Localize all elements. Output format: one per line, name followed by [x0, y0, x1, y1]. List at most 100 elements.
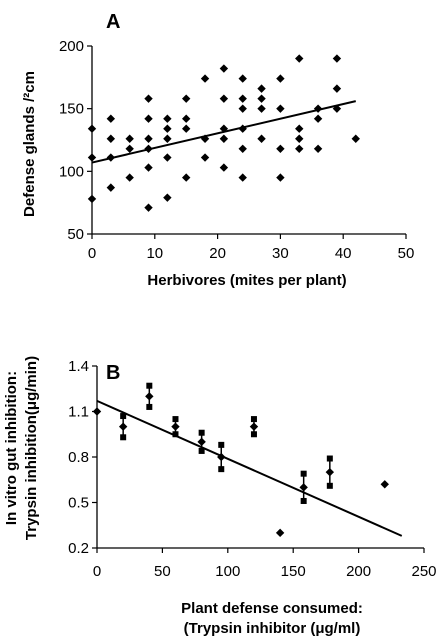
- error-bar-cap: [326, 455, 333, 462]
- error-bar-cap: [146, 403, 153, 410]
- y-tick-label: 100: [59, 163, 84, 180]
- panel-a-y-axis-label: Defense glands /²cm: [21, 71, 38, 217]
- data-point: [118, 422, 128, 431]
- x-tick-label: 150: [281, 563, 306, 580]
- error-bar-cap: [250, 431, 257, 438]
- y-tick-label: 150: [59, 101, 84, 118]
- data-point: [238, 94, 247, 103]
- y-tick-label: 50: [67, 226, 84, 243]
- panel-a-axes: [87, 45, 407, 239]
- data-point: [238, 104, 247, 113]
- error-bar-cap: [120, 413, 127, 420]
- data-point: [325, 467, 335, 477]
- data-point: [351, 134, 360, 143]
- data-point: [125, 173, 134, 182]
- data-point: [219, 64, 229, 73]
- y-tick-label: 200: [59, 38, 84, 55]
- error-bar-cap: [120, 434, 127, 441]
- data-point: [163, 153, 172, 162]
- error-bar-cap: [172, 416, 179, 423]
- data-point: [171, 422, 180, 431]
- error-bar-cap: [250, 416, 257, 423]
- error-bar-cap: [300, 497, 307, 504]
- y-tick-label: 1.4: [68, 358, 89, 375]
- panel-b-chart: B In vitro gut inhibition: Trypsin inhib…: [3, 356, 437, 637]
- panel-a-x-axis-label: Herbivores (mites per plant): [147, 272, 346, 289]
- x-tick-label: 50: [398, 245, 415, 262]
- error-bar-cap: [326, 482, 333, 489]
- data-point: [257, 134, 266, 143]
- data-point: [295, 134, 304, 143]
- x-tick-label: 20: [209, 245, 226, 262]
- panel-b-x-axis-label-line2: (Trypsin inhibitor (μg/ml): [184, 620, 361, 637]
- data-point: [144, 134, 153, 143]
- data-point: [163, 124, 172, 133]
- data-point: [106, 183, 116, 192]
- data-point: [197, 437, 206, 447]
- x-tick-label: 0: [88, 245, 96, 262]
- data-point: [144, 144, 153, 153]
- x-tick-label: 10: [146, 245, 163, 262]
- data-point: [106, 153, 116, 162]
- panel-b-points: [92, 382, 389, 538]
- panel-b-x-axis-label-line1: Plant defense consumed:: [181, 600, 363, 617]
- data-point: [219, 163, 229, 172]
- panel-b-label: B: [106, 362, 120, 384]
- data-point: [275, 528, 285, 538]
- y-tick-label: 0.2: [68, 540, 89, 557]
- panel-b-axes: [92, 365, 425, 553]
- data-point: [257, 104, 266, 113]
- x-tick-label: 30: [272, 245, 289, 262]
- panel-a-points: [87, 54, 360, 212]
- error-bar-cap: [146, 382, 153, 389]
- x-tick-label: 250: [411, 563, 436, 580]
- data-point: [125, 134, 134, 143]
- data-point: [106, 134, 116, 143]
- error-bar-cap: [300, 470, 307, 477]
- data-point: [380, 480, 389, 489]
- panel-b-y-axis-label-line1: In vitro gut inhibition:: [3, 371, 20, 525]
- data-point: [182, 114, 191, 123]
- data-point: [332, 54, 342, 63]
- error-bar-cap: [198, 447, 205, 454]
- data-point: [276, 144, 285, 153]
- data-point: [295, 144, 304, 153]
- data-point: [299, 483, 308, 492]
- data-point: [163, 193, 172, 202]
- data-point: [313, 104, 323, 113]
- data-point: [182, 94, 191, 103]
- data-point: [182, 124, 191, 133]
- data-point: [238, 74, 247, 83]
- data-point: [106, 114, 116, 123]
- data-point: [163, 134, 172, 143]
- error-bar-cap: [172, 431, 179, 438]
- data-point: [144, 114, 153, 123]
- data-point: [163, 114, 172, 123]
- panel-b-trendline-group: [96, 399, 403, 537]
- data-point: [87, 124, 97, 133]
- data-point: [219, 124, 229, 133]
- data-point: [276, 74, 285, 83]
- data-point: [257, 94, 266, 103]
- data-point: [257, 84, 266, 93]
- x-tick-label: 0: [93, 563, 101, 580]
- trendline: [96, 399, 403, 537]
- data-point: [219, 94, 229, 103]
- data-point: [200, 74, 210, 83]
- y-tick-label: 0.8: [68, 449, 89, 466]
- panel-b-y-axis-label-line2: Trypsin inhibition(μg/min): [23, 356, 40, 540]
- x-tick-label: 100: [215, 563, 240, 580]
- data-point: [238, 144, 247, 153]
- data-point: [332, 84, 342, 93]
- error-bar-cap: [218, 441, 225, 448]
- panel-a-label: A: [106, 11, 120, 33]
- x-tick-label: 200: [346, 563, 371, 580]
- panel-a-tick-labels: 0 10 20 30 40 50 50 100 150 200: [59, 38, 414, 262]
- data-point: [87, 153, 97, 162]
- error-bar-cap: [218, 466, 225, 473]
- data-point: [92, 407, 102, 416]
- data-point: [313, 144, 323, 153]
- y-tick-label: 0.5: [68, 495, 89, 512]
- data-point: [249, 422, 259, 431]
